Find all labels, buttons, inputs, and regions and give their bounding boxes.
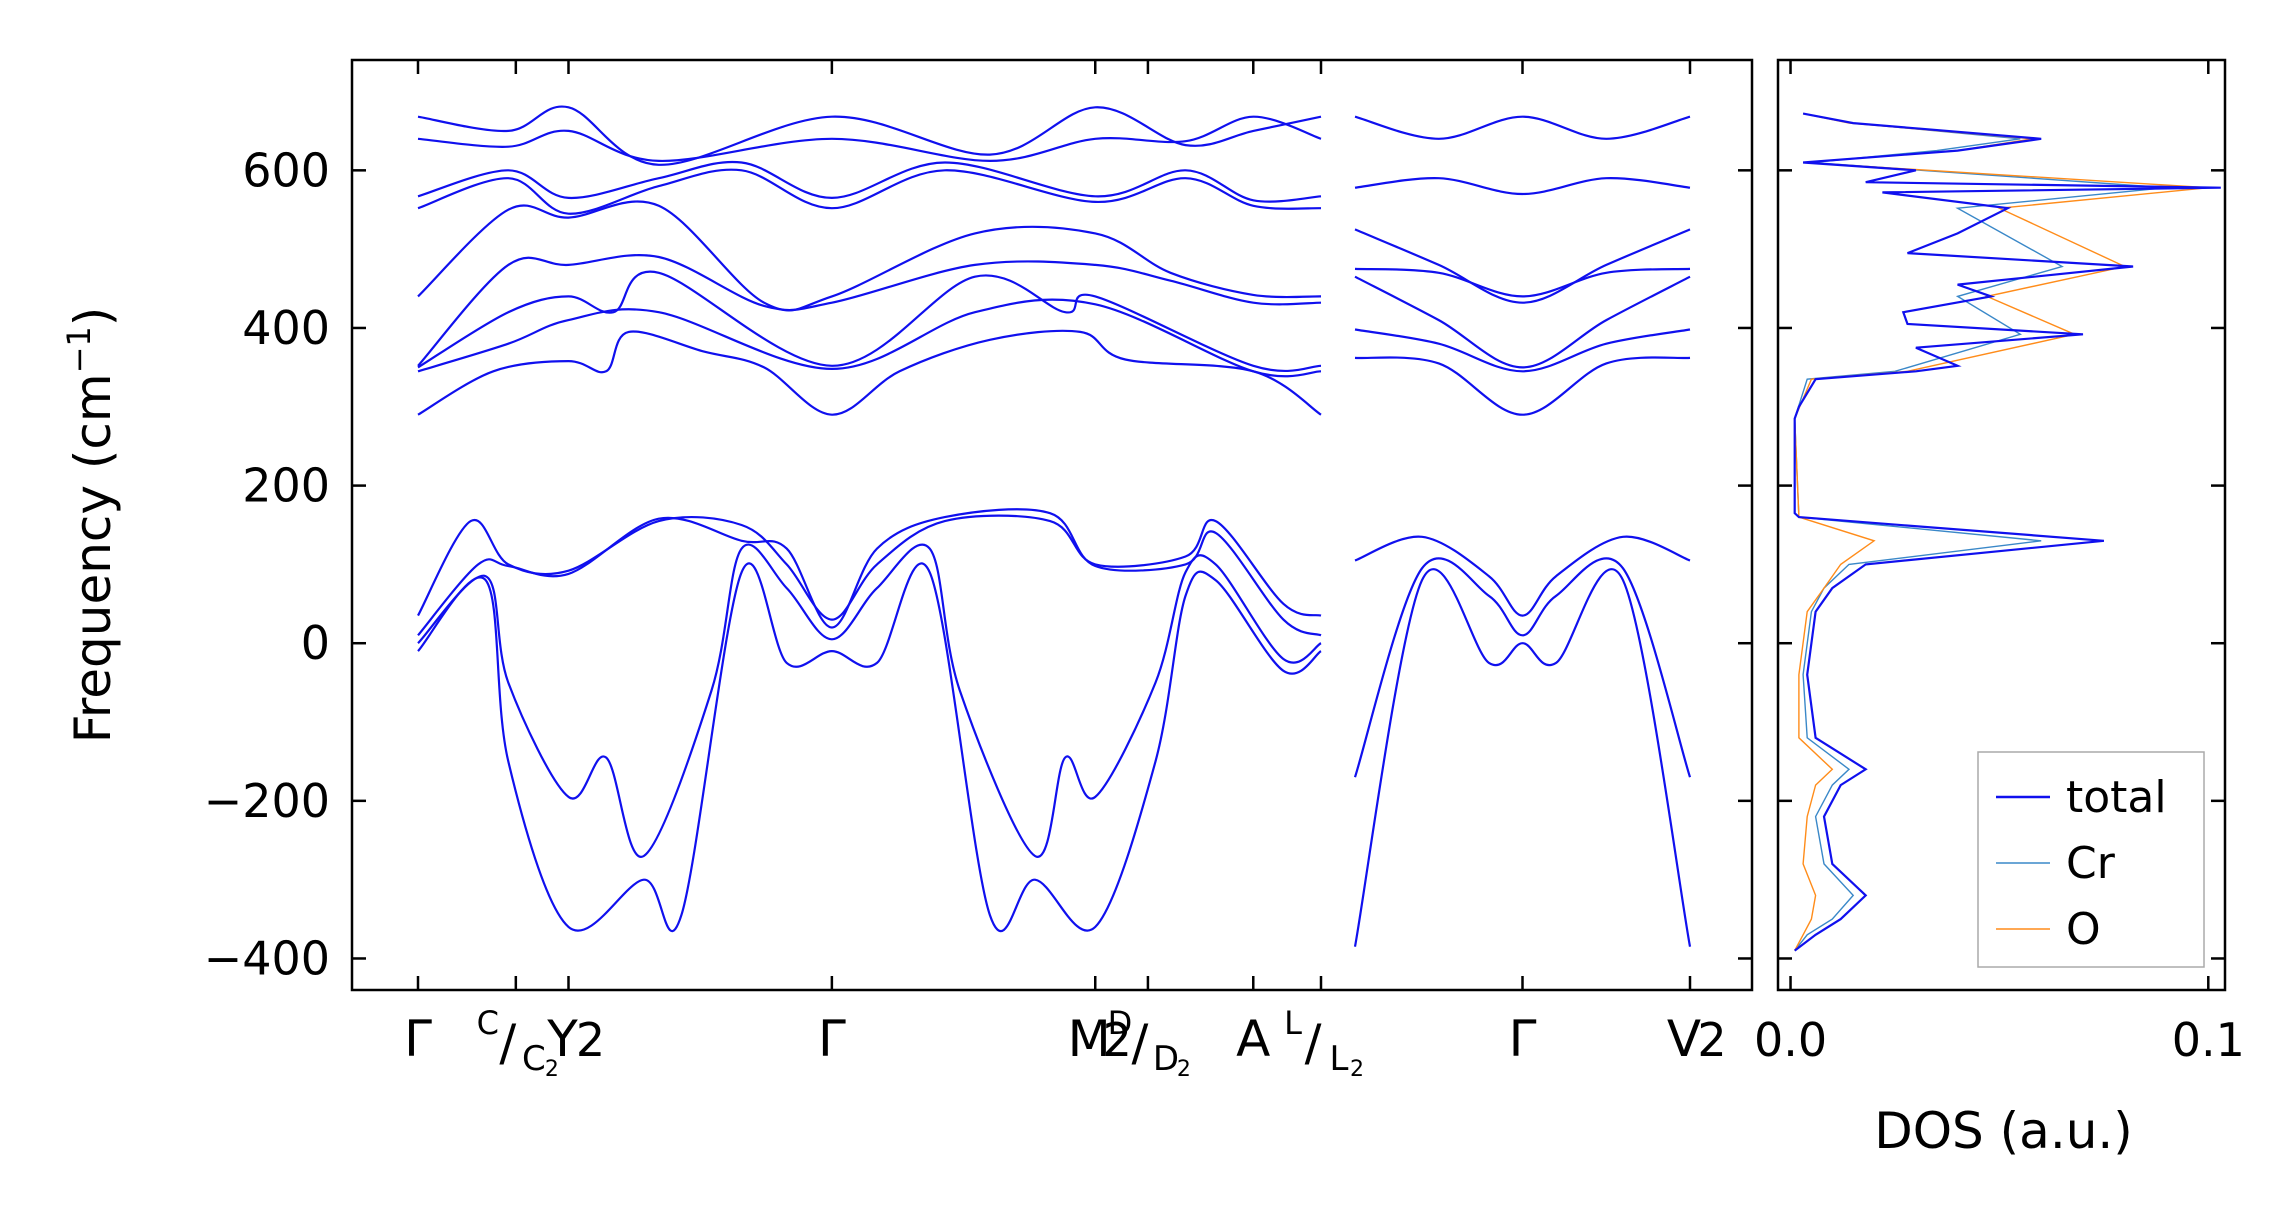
hs-point-label: V2	[1667, 1010, 1727, 1068]
band-optic-12	[1354, 228, 1691, 304]
band-optic-4	[417, 168, 1322, 215]
hs-point-label: D / D2	[1108, 1004, 1191, 1082]
legend-label-O: O	[2066, 904, 2101, 955]
hs-point-label: Γ	[818, 1010, 846, 1068]
dos-x-tick-label: 0.0	[1754, 1013, 1827, 1067]
dos-line-O	[1793, 112, 2209, 951]
hs-label-den-sub: 2	[545, 1057, 559, 1082]
dos-line-total	[1793, 112, 2221, 952]
y-tick-label: −200	[204, 774, 330, 828]
dos-plot: 0.0 0.1 DOS (a.u.) total Cr O	[1754, 58, 2245, 1160]
hs-label-num: C	[477, 1004, 499, 1042]
hs-label-slash: /	[499, 1014, 516, 1072]
hs-point-label: Γ	[1509, 1010, 1537, 1068]
hs-label-main: Γ	[1509, 1010, 1537, 1068]
dos-frame	[1776, 58, 2227, 992]
hs-label-den-sub: 2	[1350, 1057, 1364, 1082]
band-optic-9	[417, 329, 1322, 416]
hs-label-main: M	[1068, 1010, 1111, 1068]
hs-label-main: Γ	[404, 1010, 432, 1068]
band-optic-16	[1354, 356, 1691, 416]
band-optic-2	[417, 115, 1322, 163]
hs-point-label: A	[1236, 1010, 1270, 1068]
hs-label-den-sub: 2	[1177, 1057, 1191, 1082]
y-axis-title-close: )	[64, 307, 122, 327]
band-optic-14	[1354, 275, 1691, 369]
y-tick-label: 0	[301, 616, 330, 670]
band-acoustic-1	[417, 514, 1322, 621]
hs-label-den: D	[1153, 1039, 1179, 1079]
hs-label-sub: 2	[576, 1013, 605, 1067]
legend-label-total: total	[2066, 772, 2167, 823]
y-tick-label: 200	[242, 459, 330, 513]
y-axis-title-sup: −1	[60, 326, 98, 373]
hs-label-den: C	[522, 1039, 546, 1079]
band-optic-7	[417, 270, 1322, 373]
hs-label-main: A	[1236, 1010, 1270, 1068]
hs-label-sub: 2	[1697, 1013, 1726, 1067]
y-axis-title: Frequency (cm−1)	[60, 307, 122, 744]
band-optic-3	[417, 160, 1322, 203]
band-frame	[350, 58, 1754, 992]
hs-point-label: L / L 2	[1284, 1004, 1364, 1082]
band-optic-8	[417, 298, 1322, 378]
band-lines	[417, 105, 1692, 947]
hs-label-den: L	[1330, 1039, 1349, 1079]
hs-label-num: D	[1108, 1004, 1133, 1042]
band-acoustic-6	[1353, 557, 1692, 778]
band-acoustic-2	[417, 508, 1322, 637]
y-axis-title-text: Frequency (cm	[64, 373, 122, 743]
band-optic-15	[1354, 328, 1691, 373]
band-optic-13	[1354, 267, 1691, 298]
hs-label-main: V	[1667, 1010, 1701, 1068]
y-tick-label: 600	[242, 143, 330, 197]
dos-legend: total Cr O	[1977, 751, 2205, 968]
y-tick-label: 400	[242, 301, 330, 355]
hs-label-slash: /	[1305, 1014, 1322, 1072]
band-optic-10	[1354, 115, 1691, 140]
band-acoustic-4	[417, 562, 1322, 933]
dos-lines	[1793, 112, 2221, 952]
hs-point-label: C / C 2	[477, 1004, 559, 1082]
legend-label-Cr: Cr	[2066, 838, 2116, 889]
hs-label-num: L	[1284, 1004, 1302, 1042]
band-optic-11	[1354, 177, 1691, 196]
hs-label-sub: 2	[1103, 1013, 1132, 1067]
band-acoustic-5	[1354, 535, 1691, 617]
y-tick-label: −400	[204, 931, 330, 985]
hs-label-main: Y	[546, 1010, 578, 1068]
hs-label-main: Γ	[818, 1010, 846, 1068]
dos-x-tick-label: 0.1	[2172, 1013, 2245, 1067]
band-optic-6	[417, 253, 1322, 367]
band-optic-5	[417, 200, 1322, 312]
dos-line-Cr	[1793, 112, 2167, 952]
band-acoustic-3	[417, 543, 1322, 858]
hs-point-label: Y2	[546, 1010, 605, 1068]
legend-frame	[1977, 751, 2205, 968]
band-acoustic-7	[1353, 568, 1692, 947]
dos-x-axis-title: DOS (a.u.)	[1874, 1102, 2133, 1160]
hs-point-label: M2	[1068, 1010, 1132, 1068]
hs-label-slash: /	[1131, 1014, 1148, 1072]
band-optic-1	[417, 105, 1322, 166]
hs-point-label: Γ	[404, 1010, 432, 1068]
